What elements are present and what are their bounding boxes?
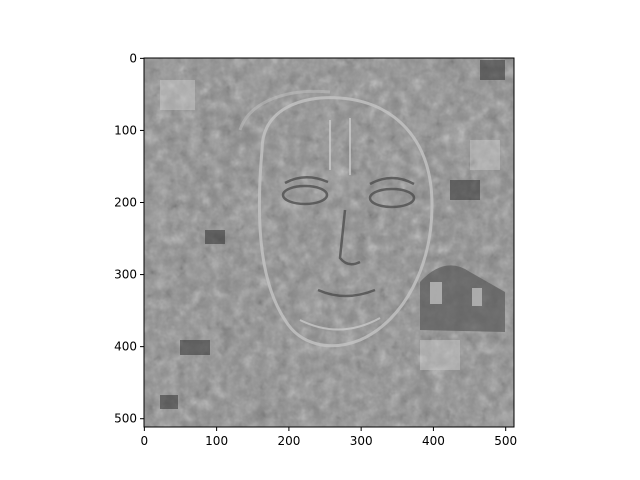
x-axis: 0 100 200 300 400 500 [141,427,518,448]
x-tick-label: 200 [277,434,300,448]
x-tick-label: 400 [422,434,445,448]
heatmap-image [144,58,514,427]
y-tick-label: 100 [114,123,137,137]
x-tick-label: 500 [494,434,517,448]
x-tick-label: 300 [350,434,373,448]
x-tick-label: 0 [141,434,149,448]
y-tick-label: 400 [114,340,137,354]
y-tick-label: 500 [114,412,137,426]
y-axis: 0 100 200 300 400 500 [114,51,144,425]
y-tick-label: 300 [114,268,137,282]
y-tick-label: 200 [114,196,137,210]
y-tick-label: 0 [129,51,137,65]
x-tick-label: 100 [205,434,228,448]
